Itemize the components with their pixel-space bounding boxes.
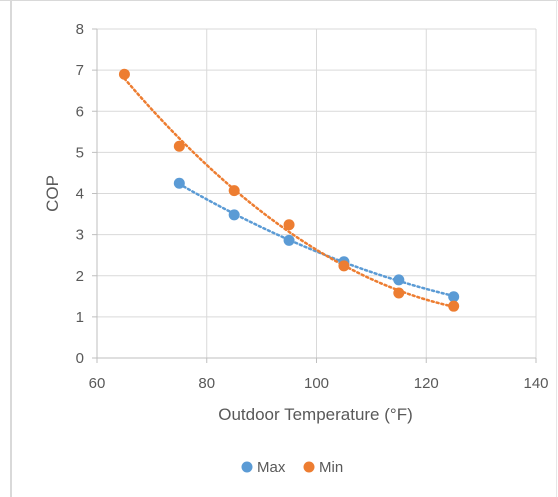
legend-label: Max bbox=[257, 459, 286, 476]
data-point-max bbox=[173, 177, 185, 189]
data-point-min bbox=[448, 300, 460, 312]
x-tick-labels: 60 80 100 120 140 bbox=[89, 375, 549, 392]
data-point-max bbox=[448, 291, 460, 303]
data-point-min bbox=[228, 185, 240, 197]
data-point-max bbox=[393, 274, 405, 286]
y-tick-labels: 0 1 2 3 4 5 6 7 8 bbox=[76, 21, 84, 367]
data-point-max bbox=[283, 234, 295, 246]
x-tick-label: 140 bbox=[523, 375, 548, 392]
data-points bbox=[118, 68, 460, 312]
y-tick-label: 7 bbox=[76, 62, 84, 79]
data-point-max bbox=[228, 209, 240, 221]
trendline-max bbox=[178, 182, 455, 298]
y-tick-label: 3 bbox=[76, 227, 84, 244]
y-axis-title: COP bbox=[43, 175, 62, 212]
chart-frame-top bbox=[0, 0, 558, 1]
data-point-min bbox=[283, 219, 295, 231]
y-tick-label: 8 bbox=[76, 21, 84, 38]
data-point-min bbox=[338, 260, 350, 272]
x-axis-title: Outdoor Temperature (°F) bbox=[218, 405, 413, 424]
gridlines bbox=[97, 28, 537, 358]
y-tick-label: 1 bbox=[76, 309, 84, 326]
y-tick-label: 2 bbox=[76, 268, 84, 285]
x-tick-label: 60 bbox=[89, 375, 106, 392]
data-point-min bbox=[393, 287, 405, 299]
y-tick-label: 5 bbox=[76, 144, 84, 161]
legend: Max Min bbox=[241, 459, 343, 476]
y-tick-label: 0 bbox=[76, 350, 84, 367]
axes bbox=[92, 28, 537, 363]
y-tick-label: 6 bbox=[76, 103, 84, 120]
y-tick-label: 4 bbox=[76, 186, 84, 203]
chart-frame-left bbox=[10, 0, 12, 497]
chart-frame-right bbox=[556, 0, 557, 497]
x-tick-label: 80 bbox=[198, 375, 215, 392]
legend-item-min: Min bbox=[303, 459, 343, 476]
legend-marker bbox=[241, 461, 253, 473]
x-tick-label: 120 bbox=[414, 375, 439, 392]
trendlines bbox=[123, 77, 455, 308]
legend-marker bbox=[303, 461, 315, 473]
trendline-min bbox=[123, 77, 455, 308]
data-point-min bbox=[173, 140, 185, 152]
legend-item-max: Max bbox=[241, 459, 286, 476]
x-tick-label: 100 bbox=[304, 375, 329, 392]
data-point-min bbox=[118, 68, 130, 80]
legend-label: Min bbox=[319, 459, 343, 476]
